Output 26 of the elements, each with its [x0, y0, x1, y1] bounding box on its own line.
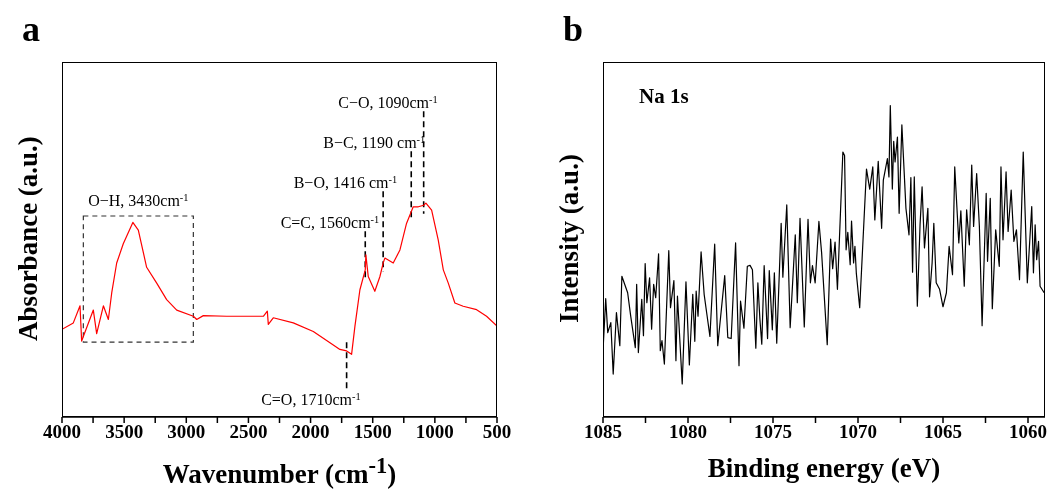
annotation: C=C, 1560cm$^{-1}$ — [280, 213, 380, 232]
annotation: C=O, 1710cm$^{-1}$ — [261, 390, 361, 409]
x-axis-title: Wavenumber (cm$^{-1}$) — [161, 453, 398, 490]
x-tick-label: 2500 — [229, 421, 268, 443]
x-axis-title: Binding energy (eV) — [706, 453, 942, 484]
annotation: C−O, 1090cm$^{-1}$ — [338, 93, 438, 112]
annotation: Na 1s — [639, 84, 689, 109]
annotation: B−O, 1416 cm$^{-1}$ — [293, 173, 398, 192]
chart-title: b — [563, 8, 584, 50]
x-tick-label: 1065 — [924, 421, 962, 443]
chart-title: a — [22, 8, 40, 50]
x-tick-label: 1080 — [669, 421, 707, 443]
y-axis-title: Absorbance (a.u.) — [12, 134, 44, 343]
x-tick-label: 3500 — [105, 421, 144, 443]
x-tick-label: 3000 — [167, 421, 206, 443]
annotation: O−H, 3430cm$^{-1}$ — [88, 191, 189, 209]
x-tick-label: 500 — [482, 421, 512, 443]
x-tick-label: 2000 — [291, 421, 330, 443]
x-tick-label: 1500 — [353, 421, 392, 443]
x-tick-label: 1070 — [839, 421, 877, 443]
x-tick-label: 1000 — [415, 421, 454, 443]
x-tick-label: 4000 — [43, 421, 81, 443]
x-tick-label: 1085 — [584, 421, 622, 443]
y-axis-title: Intensity (a.u.) — [553, 152, 585, 325]
x-tick-label: 1060 — [1009, 421, 1047, 443]
x-tick-label: 1075 — [754, 421, 792, 443]
